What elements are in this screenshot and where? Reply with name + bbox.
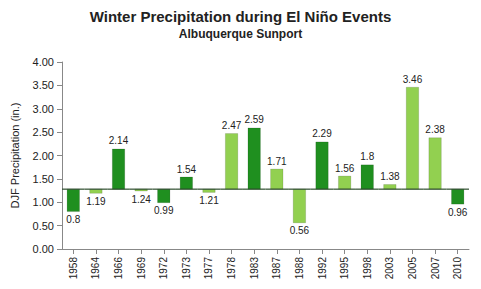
svg-text:1.21: 1.21 bbox=[199, 195, 219, 206]
svg-text:1.54: 1.54 bbox=[177, 164, 197, 175]
svg-text:2.00: 2.00 bbox=[33, 150, 54, 162]
svg-text:1992: 1992 bbox=[317, 257, 328, 280]
svg-text:Winter Precipitation during El: Winter Precipitation during El Niño Even… bbox=[90, 8, 392, 25]
svg-text:2.14: 2.14 bbox=[109, 135, 129, 146]
svg-text:2.59: 2.59 bbox=[244, 114, 264, 125]
svg-text:1978: 1978 bbox=[226, 257, 237, 280]
svg-text:1987: 1987 bbox=[271, 257, 282, 280]
svg-text:Albuquerque Sunport: Albuquerque Sunport bbox=[179, 27, 302, 41]
svg-text:1995: 1995 bbox=[339, 257, 350, 280]
svg-text:1958: 1958 bbox=[68, 257, 79, 280]
svg-text:1998: 1998 bbox=[362, 257, 373, 280]
svg-text:1977: 1977 bbox=[203, 257, 214, 280]
svg-text:1.50: 1.50 bbox=[33, 173, 54, 185]
svg-text:2.50: 2.50 bbox=[33, 126, 54, 138]
svg-text:1988: 1988 bbox=[294, 257, 305, 280]
svg-text:0.8: 0.8 bbox=[66, 214, 80, 225]
svg-text:1.38: 1.38 bbox=[380, 171, 400, 182]
svg-text:1983: 1983 bbox=[249, 257, 260, 280]
svg-text:1966: 1966 bbox=[113, 257, 124, 280]
svg-text:1964: 1964 bbox=[90, 257, 101, 280]
svg-text:3.50: 3.50 bbox=[33, 79, 54, 91]
svg-text:1972: 1972 bbox=[158, 257, 169, 280]
svg-text:2003: 2003 bbox=[384, 257, 395, 280]
svg-text:0.50: 0.50 bbox=[33, 220, 54, 232]
svg-text:2010: 2010 bbox=[452, 257, 463, 280]
svg-text:2.38: 2.38 bbox=[425, 124, 445, 135]
svg-text:1.56: 1.56 bbox=[335, 163, 355, 174]
svg-text:1973: 1973 bbox=[181, 257, 192, 280]
svg-text:1.71: 1.71 bbox=[267, 156, 287, 167]
svg-text:DJF Precipitation (in.): DJF Precipitation (in.) bbox=[9, 103, 21, 209]
svg-text:0.56: 0.56 bbox=[290, 225, 310, 236]
svg-text:2.47: 2.47 bbox=[222, 120, 242, 131]
svg-text:3.46: 3.46 bbox=[403, 74, 423, 85]
svg-text:0.96: 0.96 bbox=[448, 207, 468, 218]
svg-text:2.29: 2.29 bbox=[312, 128, 332, 139]
svg-text:2005: 2005 bbox=[407, 257, 418, 280]
svg-text:1.24: 1.24 bbox=[131, 194, 151, 205]
svg-text:1.8: 1.8 bbox=[360, 151, 374, 162]
svg-text:1969: 1969 bbox=[136, 257, 147, 280]
svg-text:2007: 2007 bbox=[430, 257, 441, 280]
svg-text:1.19: 1.19 bbox=[86, 196, 106, 207]
svg-text:4.00: 4.00 bbox=[33, 56, 54, 68]
svg-text:0.99: 0.99 bbox=[154, 205, 174, 216]
svg-text:0.00: 0.00 bbox=[33, 243, 54, 255]
svg-text:3.00: 3.00 bbox=[33, 103, 54, 115]
svg-text:1.00: 1.00 bbox=[33, 196, 54, 208]
